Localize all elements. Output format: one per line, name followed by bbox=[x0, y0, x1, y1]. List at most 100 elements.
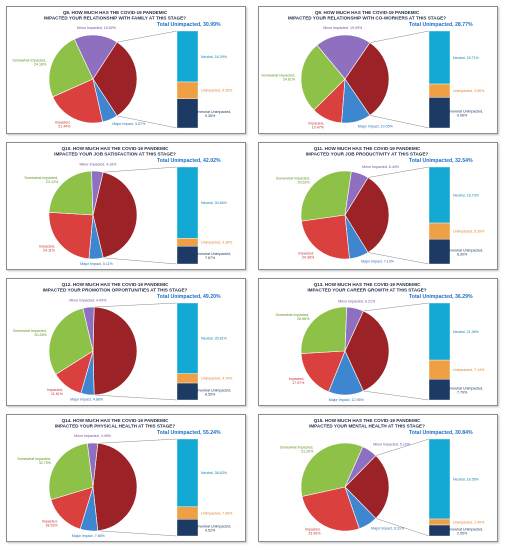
bar-data-label: Somewhat Unimpacted, 7.79% bbox=[445, 386, 483, 394]
pie-data-label: Minor Impacted, 4.09% bbox=[69, 298, 107, 302]
total-unimpacted-label: Total Unimpacted, 30.99% bbox=[157, 22, 221, 28]
bar-data-label: Neutral, 35.81% bbox=[201, 337, 228, 341]
pie-data-label: Somewhat Impacted, 31.25% bbox=[280, 445, 315, 453]
connector-line bbox=[369, 115, 430, 129]
bar-segment-somewhat-unimpacted bbox=[428, 238, 451, 265]
pie-data-label: Minor Impacted, 15.82% bbox=[77, 26, 117, 30]
pie-data-label: Major Impact, 4.88% bbox=[70, 398, 104, 402]
bar-data-label: Unimpacted, 7.14% bbox=[453, 368, 485, 372]
pie-slice-impacted bbox=[301, 214, 350, 260]
pie-data-label: Major Impact, 7.13% bbox=[361, 259, 395, 263]
pie-data-label: Major Impact, 7.66% bbox=[72, 534, 106, 538]
chart-panel: Q13. HOW MUCH HAS THE COVID-19 PANDEMIC I… bbox=[258, 278, 498, 406]
pie-slice-total-unimpacted bbox=[344, 310, 390, 392]
pie-slice-minor bbox=[91, 170, 104, 216]
chart-title-line: Q13. HOW MUCH HAS THE COVID-19 PANDEMIC bbox=[314, 282, 422, 287]
connector-line bbox=[363, 390, 430, 401]
bar-segment-neutral bbox=[428, 302, 451, 361]
chart-panel: Q10. HOW MUCH HAS THE COVID-19 PANDEMIC I… bbox=[6, 142, 246, 270]
chart-panel: Q8. HOW MUCH HAS THE COVID-19 PANDEMIC IM… bbox=[6, 6, 246, 134]
total-unimpacted-label: Total Unimpacted, 55.24% bbox=[157, 430, 221, 436]
pie-data-label: Major Impact, 5.11% bbox=[80, 262, 113, 266]
pie-data-label: Minor Impacted, 4.49% bbox=[74, 434, 112, 438]
total-unimpacted-label: Total Unimpacted, 28.77% bbox=[409, 22, 473, 28]
pie-slice-somewhat bbox=[300, 306, 348, 354]
bar-data-label: Unimpacted, 1.40% bbox=[453, 520, 485, 524]
bar-data-label: Neutral, 21.36% bbox=[453, 330, 480, 334]
pie-data-label: Major Impact, 10.05% bbox=[358, 124, 394, 128]
chart-title-line: Q12. HOW MUCH HAS THE COVID-19 PANDEMIC bbox=[62, 282, 170, 287]
pie-data-label: Minor Impacted, 4.16% bbox=[80, 162, 118, 166]
pie-slice-impacted bbox=[301, 486, 360, 532]
bar-data-label: Somewhat Unimpacted, 7.67% bbox=[193, 252, 231, 260]
pie-data-label: Major Impact, 5.57% bbox=[112, 122, 146, 126]
bar-data-label: Somewhat Unimpacted, 9.52% bbox=[193, 524, 231, 532]
pie-slice-impacted bbox=[48, 211, 94, 260]
chart-panel: Q12. HOW MUCH HAS THE COVID-19 PANDEMIC I… bbox=[6, 278, 246, 406]
bar-data-label: Neutral, 18.73% bbox=[453, 193, 480, 197]
bar-data-label: Neutral, 15.71% bbox=[453, 56, 480, 60]
connector-line bbox=[103, 257, 178, 265]
pie-slice-impacted bbox=[52, 78, 103, 124]
chart-title-line: Q9. HOW MUCH HAS THE COVID-19 PANDEMIC bbox=[315, 10, 420, 15]
pie-data-label: Somewhat Impacted, 23.12% bbox=[24, 176, 59, 184]
pie-data-label: Impacted, 17.97% bbox=[289, 377, 306, 385]
pie-slice-total-unimpacted bbox=[92, 41, 138, 117]
chart-title-line: IMPACTED YOUR RELATIONSHIP WITH FAMILY A… bbox=[44, 16, 186, 21]
bar-segment-neutral bbox=[176, 302, 199, 374]
connector-line bbox=[94, 394, 178, 401]
chart-panel: Q14. HOW MUCH HAS THE COVID-19 PANDEMIC I… bbox=[6, 414, 246, 542]
pie-data-label: Somewhat Impacted, 26.58% bbox=[276, 313, 311, 321]
bar-segment-unimpacted bbox=[428, 359, 451, 380]
bar-data-label: Neutral, 16.29% bbox=[201, 55, 228, 59]
pie-data-label: Minor Impacted, 5.10% bbox=[373, 443, 411, 447]
bar-data-label: Unimpacted, 3.38% bbox=[201, 241, 233, 245]
bar-segment-somewhat-unimpacted bbox=[176, 382, 199, 401]
total-unimpacted-label: Total Unimpacted, 49.20% bbox=[157, 294, 221, 300]
pie-data-label: Impacted, 18.53% bbox=[42, 519, 59, 527]
chart-title-line: IMPACTED YOUR PROMOTION OPPORTUNITIES AT… bbox=[43, 288, 188, 293]
pie-slice-impacted bbox=[300, 350, 346, 393]
chart-panel: Q15. HOW MUCH HAS THE COVID-19 PANDEMIC I… bbox=[258, 414, 498, 542]
pie-data-label: Impacted, 24.11% bbox=[39, 245, 56, 253]
pie-slice-total-unimpacted bbox=[344, 42, 390, 116]
pie-data-label: Somewhat Impacted, 29.52% bbox=[276, 177, 311, 185]
connector-line bbox=[369, 30, 430, 43]
chart-title-line: Q8. HOW MUCH HAS THE COVID-19 PANDEMIC bbox=[63, 10, 168, 15]
bar-data-label: Unimpacted, 4.79% bbox=[201, 377, 233, 381]
pie-slice-total-unimpacted bbox=[344, 177, 390, 253]
bar-data-label: Somewhat Unimpacted, 8.30% bbox=[445, 248, 483, 256]
bar-segment-unimpacted bbox=[176, 506, 199, 520]
bar-data-label: Unimpacted, 7.08% bbox=[201, 511, 233, 515]
pie-slice-total-unimpacted bbox=[92, 306, 138, 396]
pie-of-bar-chart: Q14. HOW MUCH HAS THE COVID-19 PANDEMICI… bbox=[17, 418, 233, 538]
bar-data-label: Neutral, 30.84% bbox=[201, 201, 228, 205]
pie-slice-minor bbox=[87, 442, 99, 488]
pie-data-label: Major Impact, 6.31% bbox=[371, 527, 405, 531]
chart-title-line: IMPACTED YOUR CAREER GROWTH AT THIS STAG… bbox=[307, 288, 426, 293]
bar-segment-somewhat-unimpacted bbox=[428, 97, 451, 129]
bar-segment-unimpacted bbox=[176, 238, 199, 247]
pie-of-bar-chart: Q13. HOW MUCH HAS THE COVID-19 PANDEMICI… bbox=[276, 282, 486, 402]
pie-data-label: Minor Impacted, 6.21% bbox=[338, 299, 376, 303]
connector-line bbox=[103, 166, 178, 173]
connector-line bbox=[363, 302, 430, 312]
connector-line bbox=[367, 166, 430, 178]
bar-data-label: Somewhat Unimpacted, 8.59% bbox=[193, 388, 231, 396]
pie-slice-minor bbox=[344, 306, 364, 352]
connector-line bbox=[97, 438, 178, 444]
bar-data-label: Somewhat Unimpacted, 9.06% bbox=[445, 110, 483, 118]
chart-panel: Q11. HOW MUCH HAS THE COVID-19 PANDEMIC I… bbox=[258, 142, 498, 270]
pie-slice-minor bbox=[82, 306, 95, 352]
bar-segment-somewhat-unimpacted bbox=[176, 98, 199, 129]
bar-segment-neutral bbox=[428, 166, 451, 224]
pie-data-label: Impacted, 23.90% bbox=[305, 528, 322, 536]
bar-segment-unimpacted bbox=[176, 373, 199, 384]
pie-data-label: Impacted, 10.47% bbox=[308, 121, 325, 129]
bar-segment-somewhat-unimpacted bbox=[428, 378, 451, 401]
bar-data-label: Unimpacted, 5.39% bbox=[453, 229, 485, 233]
pie-slice-minor bbox=[316, 34, 371, 80]
pie-of-bar-chart: Q9. HOW MUCH HAS THE COVID-19 PANDEMICIM… bbox=[261, 10, 485, 129]
pie-data-label: Somewhat Impacted, 24.61% bbox=[261, 74, 296, 82]
bar-data-label: Somewhat Unimpacted, 2.55% bbox=[445, 527, 483, 535]
